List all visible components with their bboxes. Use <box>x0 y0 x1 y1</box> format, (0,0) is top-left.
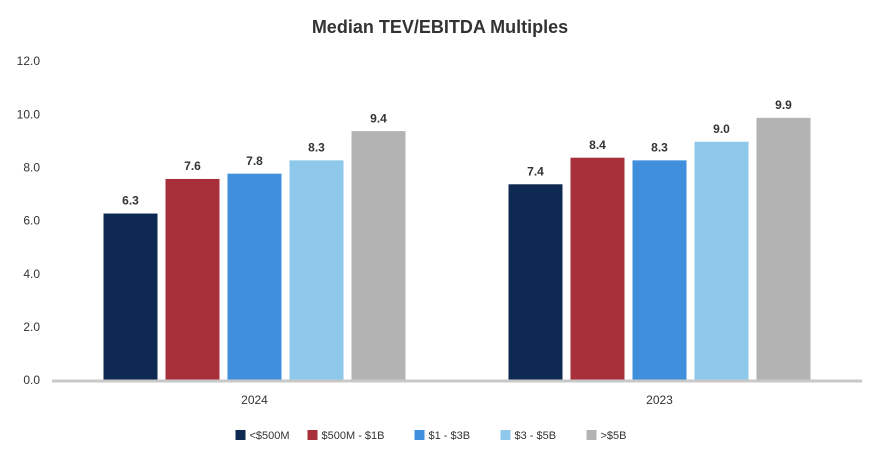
bar <box>756 117 811 381</box>
bar <box>351 131 406 381</box>
x-tick-label: 2023 <box>646 393 673 407</box>
legend-swatch <box>586 430 597 440</box>
y-tick-label: 0.0 <box>23 373 40 387</box>
bar <box>694 141 749 381</box>
x-tick-label: 2024 <box>241 393 268 407</box>
legend-label: >$5B <box>601 430 627 442</box>
y-tick-label: 12.0 <box>17 54 41 68</box>
y-tick-label: 6.0 <box>23 214 40 228</box>
y-tick-label: 8.0 <box>23 161 40 175</box>
y-tick-label: 4.0 <box>23 267 40 281</box>
y-tick-label: 10.0 <box>17 107 41 121</box>
value-label: 8.3 <box>651 141 668 155</box>
legend-swatch <box>414 430 425 440</box>
value-label: 9.0 <box>713 122 730 136</box>
value-label: 7.4 <box>527 164 544 178</box>
value-label: 9.4 <box>370 111 387 125</box>
value-label: 8.4 <box>589 138 606 152</box>
legend-swatch <box>235 430 246 440</box>
value-label: 9.9 <box>775 98 792 112</box>
legend-label: $500M - $1B <box>322 430 385 442</box>
bar <box>227 173 282 381</box>
chart-title: Median TEV/EBITDA Multiples <box>312 17 568 37</box>
value-label: 8.3 <box>308 141 325 155</box>
legend-swatch <box>500 430 511 440</box>
value-label: 7.6 <box>184 159 201 173</box>
bar <box>632 160 687 381</box>
value-label: 6.3 <box>122 194 139 208</box>
bar <box>508 184 563 381</box>
legend-swatch <box>307 430 318 440</box>
value-label: 7.8 <box>246 154 263 168</box>
legend-label: $1 - $3B <box>429 430 471 442</box>
bar <box>165 178 220 381</box>
bar <box>289 160 344 381</box>
bar <box>570 157 625 381</box>
y-tick-label: 2.0 <box>23 320 40 334</box>
legend-label: <$500M <box>250 430 290 442</box>
legend-label: $3 - $5B <box>515 430 557 442</box>
bar <box>103 213 158 381</box>
